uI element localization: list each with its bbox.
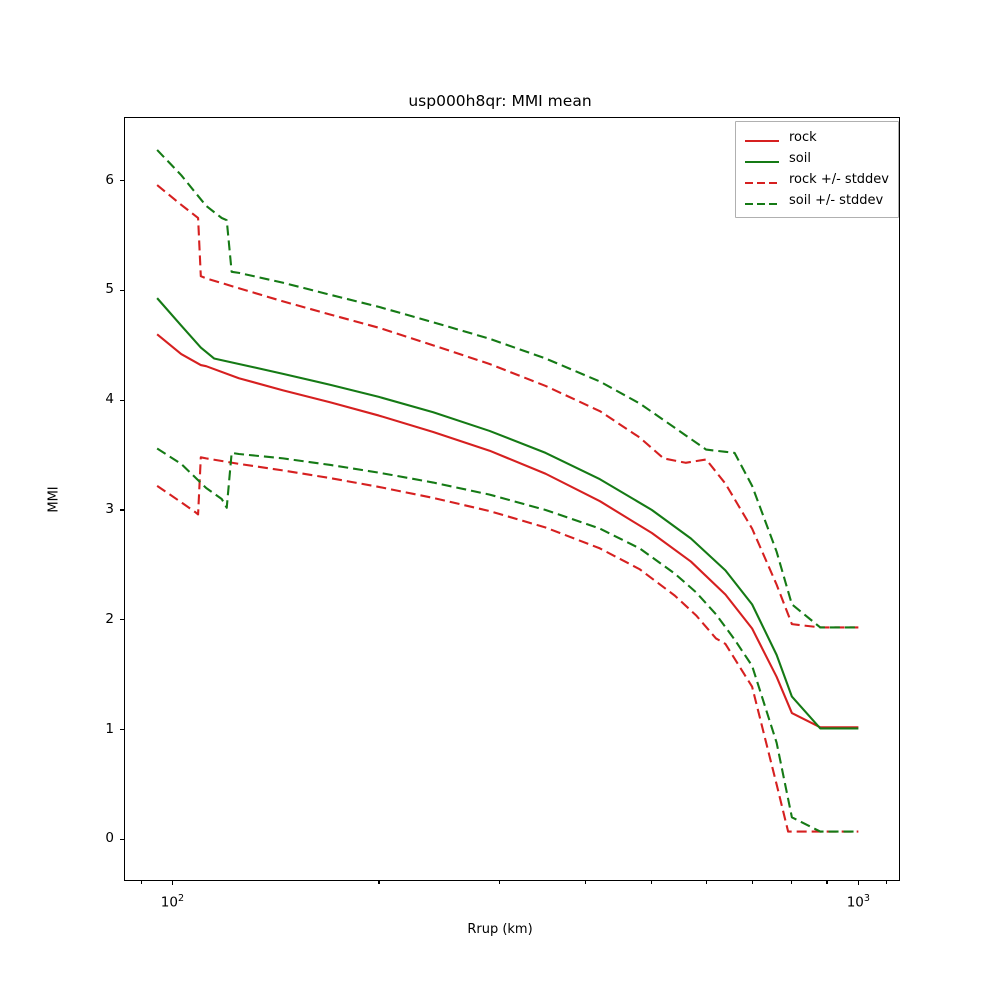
plot-axes-frame <box>124 117 900 881</box>
series-line <box>156 184 859 629</box>
x-axis-minor-tick <box>791 881 793 884</box>
page-title: usp000h8qr: MMI mean <box>408 92 592 110</box>
legend-item[interactable]: rock +/- stddev <box>744 169 889 190</box>
x-axis-minor-tick <box>651 881 653 884</box>
y-axis-tick <box>120 399 124 401</box>
legend-label: rock +/- stddev <box>789 172 889 187</box>
x-axis-minor-tick <box>378 881 380 884</box>
chart-plot-area <box>156 149 859 833</box>
x-axis-tick <box>171 881 173 885</box>
x-axis-tick-label: 103 <box>846 893 870 911</box>
x-axis-tick-label: 102 <box>160 893 185 911</box>
legend-label: soil <box>789 151 811 166</box>
series-line <box>156 149 859 629</box>
x-axis-minor-tick <box>751 881 753 884</box>
x-axis-minor-tick <box>140 881 142 884</box>
legend-label: rock <box>789 130 817 145</box>
x-axis-minor-tick <box>886 881 888 884</box>
y-axis-tick <box>120 729 124 731</box>
y-axis-label: MMI <box>46 486 62 513</box>
x-axis-tick <box>857 881 859 885</box>
y-axis-tick-label: 5 <box>105 281 114 298</box>
y-axis-tick-label: 0 <box>105 830 114 847</box>
legend-label: soil +/- stddev <box>789 193 884 208</box>
series-line <box>156 456 859 833</box>
y-axis-tick <box>120 509 124 511</box>
series-line <box>156 447 859 833</box>
legend-item[interactable]: soil <box>744 148 889 169</box>
legend-item[interactable]: rock <box>744 127 889 148</box>
y-axis-tick <box>120 289 124 292</box>
legend-swatch-dashed-icon <box>744 174 780 186</box>
legend-swatch-dashed-icon <box>744 195 780 207</box>
x-axis-label: Rrup (km) <box>467 922 533 937</box>
y-axis-tick-label: 1 <box>105 720 114 737</box>
y-axis-tick-label: 4 <box>105 391 114 408</box>
series-line <box>156 333 859 729</box>
legend-swatch-solid-icon <box>744 132 780 144</box>
y-axis-tick-label: 3 <box>105 500 114 517</box>
y-axis-tick <box>120 838 124 840</box>
legend-item[interactable]: soil +/- stddev <box>744 190 889 211</box>
y-axis-tick-label: 6 <box>105 171 114 188</box>
chart-legend: rock soil rock +/- stddev soil +/- stddev <box>735 121 899 218</box>
y-axis-tick <box>120 180 124 182</box>
x-axis-minor-tick <box>584 881 586 884</box>
x-axis-minor-tick <box>499 881 501 884</box>
y-axis-tick-label: 2 <box>105 610 114 627</box>
x-axis-minor-tick <box>826 881 828 884</box>
x-axis-minor-tick <box>705 881 707 884</box>
series-line <box>156 297 859 730</box>
y-axis-tick <box>120 619 124 621</box>
legend-swatch-solid-icon <box>744 153 780 165</box>
